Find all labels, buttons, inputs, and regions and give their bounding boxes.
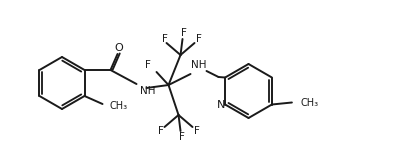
Text: F: F (158, 126, 164, 136)
Text: F: F (145, 60, 150, 70)
Text: CH₃: CH₃ (109, 101, 128, 111)
Text: F: F (181, 28, 186, 38)
Text: F: F (194, 126, 199, 136)
Text: CH₃: CH₃ (301, 97, 319, 108)
Text: N: N (217, 101, 225, 111)
Text: F: F (162, 34, 167, 44)
Text: F: F (179, 132, 184, 142)
Text: NH: NH (139, 86, 155, 96)
Text: F: F (196, 34, 201, 44)
Text: O: O (114, 43, 123, 53)
Text: NH: NH (191, 60, 206, 70)
